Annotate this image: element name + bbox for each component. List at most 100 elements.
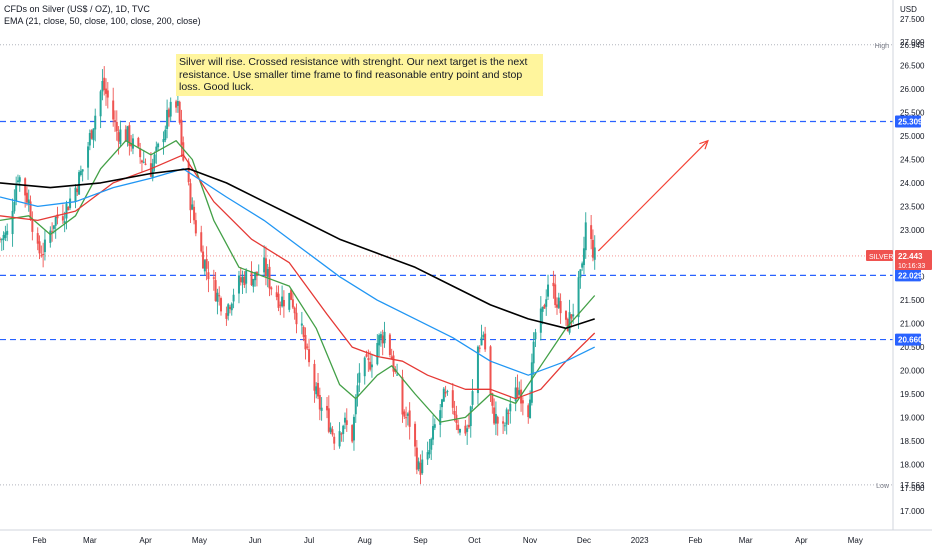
price-tick-label: 27.000: [900, 38, 925, 47]
candle-body: [333, 436, 336, 444]
candle-body: [543, 305, 546, 309]
candle-body: [430, 438, 433, 450]
candle-body: [507, 412, 510, 414]
candle-body: [291, 299, 294, 308]
candle-body: [539, 308, 542, 333]
candle-body: [0, 239, 3, 241]
level-badge-text-resistance-2: 25.309: [898, 118, 923, 127]
candle-body: [155, 146, 158, 152]
candle-body: [169, 101, 172, 117]
candle-body: [584, 222, 587, 251]
candle-body: [65, 203, 68, 219]
time-tick-label: Dec: [577, 536, 591, 545]
time-tick-label: Oct: [468, 536, 481, 545]
candle-body: [514, 387, 517, 402]
price-tick-label: 24.000: [900, 179, 925, 188]
symbol-badge: [866, 249, 893, 261]
candle-body: [300, 323, 303, 326]
candle-body: [139, 148, 142, 158]
candle-body: [306, 346, 309, 348]
candle-body: [419, 462, 422, 475]
candle-body: [401, 377, 404, 415]
candle-body: [340, 433, 343, 435]
chart-background: High Low: [0, 43, 893, 490]
candle-body: [140, 160, 143, 163]
candle-body: [570, 314, 573, 319]
candle-body: [94, 115, 97, 130]
candle-body: [266, 268, 269, 277]
candle-body: [557, 297, 560, 308]
price-tick-label: 17.000: [900, 507, 925, 516]
price-tick-label: 25.500: [900, 109, 925, 118]
candle-body: [149, 163, 152, 177]
level-badge-resistance-1: [895, 269, 921, 282]
candle-body: [439, 410, 442, 425]
candle-body: [415, 447, 418, 470]
candle-body: [308, 349, 311, 363]
candle-body: [126, 126, 129, 142]
candle-body: [367, 358, 370, 360]
candle-body: [591, 239, 594, 258]
candle-body: [329, 427, 332, 433]
price-tick-label: 26.000: [900, 85, 925, 94]
candle-body: [112, 100, 115, 120]
ema-line-ema-200: [0, 168, 595, 330]
price-tick-label: 26.500: [900, 62, 925, 71]
candle-body: [194, 220, 197, 234]
candle-body: [275, 292, 278, 298]
candle-body: [124, 129, 127, 142]
candle-body: [162, 139, 165, 143]
candle-body: [396, 374, 399, 376]
trend-arrow[interactable]: [597, 139, 709, 252]
candle-body: [482, 334, 485, 338]
candle-body: [131, 138, 134, 149]
symbol-badge-text: SILVER: [869, 254, 893, 261]
candle-body: [250, 271, 253, 286]
candle-body: [264, 258, 267, 277]
candle-body: [304, 335, 307, 350]
candle-body: [263, 257, 266, 273]
candle-body: [313, 363, 316, 391]
candle-body: [63, 221, 66, 223]
candle-body: [105, 88, 108, 94]
candle-body: [180, 119, 183, 145]
candle-body: [453, 410, 456, 416]
horizontal-levels[interactable]: [0, 120, 893, 341]
candle-body: [342, 425, 345, 434]
arrow-head: [699, 139, 709, 150]
candle-body: [90, 130, 93, 139]
time-tick-label: Aug: [358, 536, 372, 545]
candle-body: [239, 277, 242, 283]
price-tick-label: 19.000: [900, 413, 925, 422]
candle-body: [52, 225, 55, 229]
candle-body: [282, 300, 285, 307]
candle-body: [200, 232, 203, 252]
candle-body: [281, 296, 284, 307]
indicator-legend: EMA (21, close, 50, close, 100, close, 2…: [4, 16, 201, 26]
candle-body: [36, 233, 39, 244]
candle-body: [352, 416, 355, 441]
candle-body: [484, 333, 487, 350]
candle-body: [40, 255, 43, 257]
candle-body: [471, 391, 474, 405]
time-tick-label: May: [848, 536, 863, 545]
candle-body: [509, 403, 512, 412]
candle-body: [581, 263, 584, 268]
candle-body: [191, 204, 194, 210]
arrow-shaft: [597, 140, 709, 252]
candle-body: [295, 312, 298, 325]
candle-countdown: 10:16:33: [898, 263, 925, 270]
candle-body: [268, 266, 271, 289]
candle-body: [503, 425, 506, 427]
candle-body: [378, 335, 381, 346]
candle-body: [241, 276, 244, 283]
candle-body: [547, 284, 550, 297]
candle-body: [51, 231, 54, 233]
candle-body: [205, 258, 208, 269]
candle-body: [527, 405, 530, 418]
candle-body: [441, 399, 444, 408]
annotation-note[interactable]: Silver will rise. Crossed resistance wit…: [176, 54, 543, 96]
candle-body: [590, 225, 593, 240]
candle-body: [403, 411, 406, 417]
